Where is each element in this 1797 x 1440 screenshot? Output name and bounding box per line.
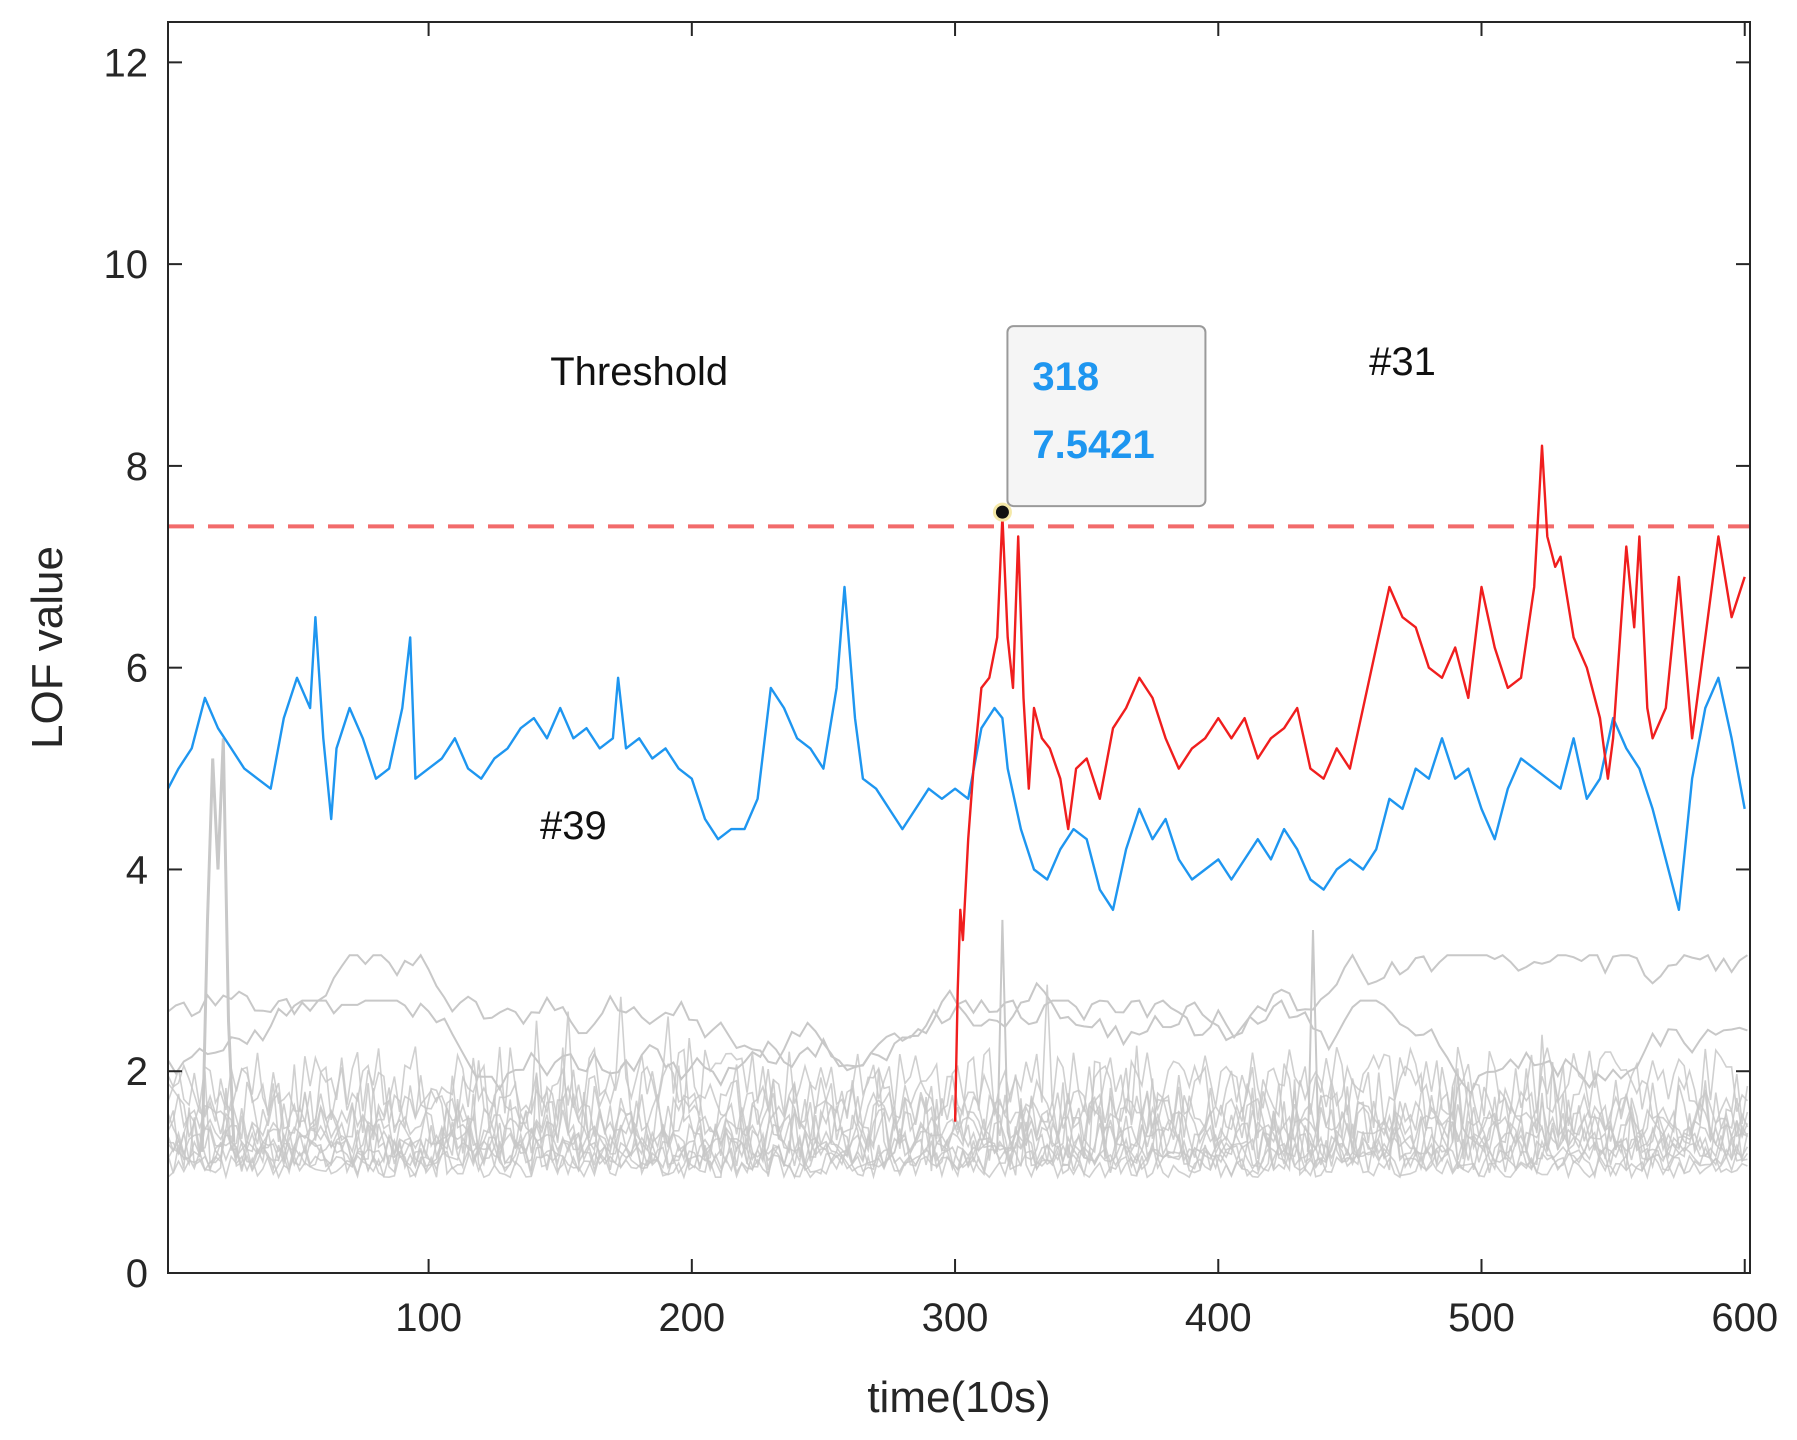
- y-tick-label: 10: [104, 243, 149, 287]
- x-tick-label: 200: [658, 1296, 725, 1340]
- annotations: #39 #31 Threshold: [540, 340, 1436, 848]
- x-tick-label: 600: [1711, 1296, 1778, 1340]
- x-tick-label: 400: [1185, 1296, 1252, 1340]
- background-series-line: [167, 984, 1748, 1118]
- x-tick-label: 100: [395, 1296, 462, 1340]
- annotation-label: Threshold: [550, 350, 728, 394]
- y-tick-label: 2: [126, 1050, 148, 1094]
- background-series-line: [167, 1011, 1749, 1132]
- y-tick-label: 8: [126, 445, 148, 489]
- datatip-marker[interactable]: [992, 502, 1012, 522]
- plot-frame: [167, 21, 1751, 1274]
- background-series-line: [167, 1072, 1749, 1180]
- background-spike-line: [1306, 929, 1320, 1152]
- annotation-label: #39: [540, 804, 607, 848]
- x-axis-title: time(10s): [867, 1373, 1050, 1422]
- y-tick-label: 12: [104, 41, 149, 85]
- y-tick-label: 4: [126, 848, 148, 892]
- background-series-line: [167, 1091, 1749, 1153]
- datatip[interactable]: 318 7.5421: [992, 325, 1207, 522]
- datatip-y-value: 7.5421: [1032, 423, 1154, 467]
- x-tick-label: 300: [922, 1296, 989, 1340]
- annotation-label: #31: [1369, 340, 1436, 384]
- x-tick-label: 500: [1448, 1296, 1515, 1340]
- background-series-line: [167, 1060, 1749, 1170]
- y-tick-label: 6: [126, 647, 148, 691]
- y-axis-title: LOF value: [23, 546, 72, 749]
- background-series-line: [167, 1106, 1749, 1173]
- y-tick-label: 0: [126, 1252, 148, 1296]
- series-group: [166, 444, 1746, 1122]
- datatip-x-value: 318: [1032, 355, 1099, 399]
- background-series-line: [167, 1045, 1749, 1160]
- background-series-line: [167, 1020, 1748, 1144]
- background-spike-line: [200, 738, 236, 1152]
- datatip-box[interactable]: [1006, 325, 1207, 508]
- background-spike-line: [996, 919, 1014, 1153]
- background-series-line: [167, 1047, 1749, 1165]
- axes: 100 200 300 400 500 600 0 2 4 6 8 10 12 time(10s) LOF …: [23, 21, 1778, 1422]
- series-line-39: [166, 585, 1746, 911]
- series-line-31: [953, 444, 1746, 1122]
